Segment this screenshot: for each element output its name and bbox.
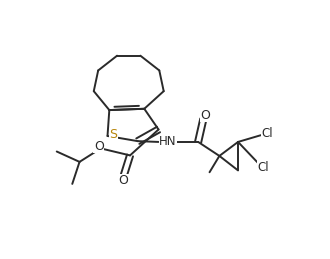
Text: O: O	[200, 109, 210, 122]
Text: O: O	[118, 174, 128, 187]
Text: HN: HN	[159, 135, 177, 148]
Text: O: O	[94, 140, 104, 153]
Text: S: S	[109, 128, 117, 141]
Text: Cl: Cl	[261, 127, 273, 140]
Text: Cl: Cl	[258, 161, 269, 174]
